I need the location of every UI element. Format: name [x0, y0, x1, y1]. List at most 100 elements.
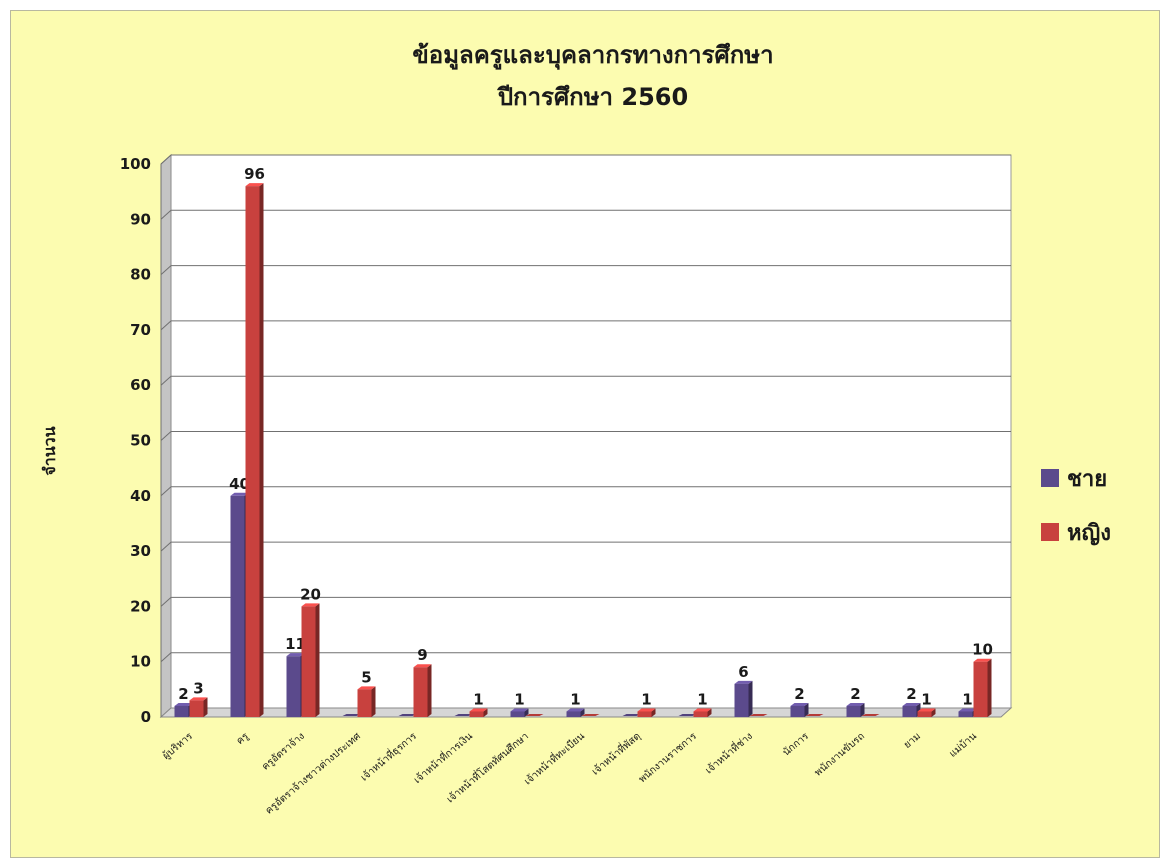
- bar-front: [413, 667, 428, 717]
- bar-front: [301, 606, 316, 717]
- bar-female: [805, 714, 824, 716]
- bar-zero: [454, 714, 473, 716]
- data-label: 1: [921, 690, 931, 708]
- gridline-depth: [160, 375, 172, 386]
- bar-top: [958, 708, 977, 712]
- gridline-depth: [160, 320, 172, 331]
- bar-top: [469, 708, 488, 712]
- bar-female: [469, 708, 488, 717]
- x-tick-label: ครู: [235, 730, 252, 747]
- bar-zero: [398, 714, 417, 716]
- y-axis-label: จำนวน: [40, 426, 59, 475]
- bar-side: [524, 708, 529, 717]
- bar-front: [510, 711, 525, 717]
- bar-male: [622, 714, 641, 716]
- bar-zero: [342, 714, 361, 716]
- bar-top: [230, 492, 249, 496]
- data-label: 6: [738, 663, 748, 681]
- y-tick-label: 0: [141, 708, 151, 726]
- bar-side: [651, 708, 656, 717]
- bar-side: [707, 708, 712, 717]
- bar-front: [790, 705, 805, 717]
- bar-female: [973, 658, 992, 717]
- chart-title: ข้อมูลครูและบุคลากรทางการศึกษา: [412, 41, 773, 71]
- x-tick-label: ครูอัตราจ้างชาวต่างประเทศ: [263, 730, 363, 817]
- bar-zero: [525, 714, 544, 716]
- bar-male: [846, 702, 865, 717]
- bar-side: [259, 183, 264, 717]
- x-tick-label: เจ้าหน้าที่พัสดุ: [588, 729, 643, 778]
- x-tick-label: ครูอัตราจ้าง: [259, 730, 307, 773]
- bar-top: [917, 708, 936, 712]
- bar-top: [846, 702, 865, 706]
- legend-swatch: [1041, 523, 1059, 541]
- bar-zero: [749, 714, 768, 716]
- bar-top: [286, 653, 305, 657]
- bar-side: [804, 702, 809, 717]
- data-label: 2: [850, 685, 860, 703]
- bar-zero: [581, 714, 600, 716]
- data-label: 1: [641, 690, 651, 708]
- bar-female: [637, 708, 656, 717]
- bar-top: [357, 686, 376, 690]
- y-tick-label: 30: [130, 542, 151, 560]
- bar-female: [581, 714, 600, 716]
- bar-female: [245, 183, 264, 717]
- bar-front: [846, 705, 861, 717]
- bar-front: [973, 661, 988, 717]
- bar-male: [510, 708, 529, 717]
- y-tick-label: 80: [130, 266, 151, 284]
- bar-top: [637, 708, 656, 712]
- data-label: 11: [285, 635, 306, 653]
- bar-side: [315, 603, 320, 717]
- bar-female: [189, 697, 208, 717]
- bar-front: [917, 711, 932, 717]
- data-label: 1: [514, 690, 524, 708]
- bar-female: [301, 603, 320, 717]
- bar-male: [342, 714, 361, 716]
- bar-zero: [678, 714, 697, 716]
- bar-top: [245, 183, 264, 187]
- bar-side: [427, 664, 432, 717]
- bar-side: [987, 658, 992, 717]
- data-label: 2: [906, 685, 916, 703]
- bar-male: [566, 708, 585, 717]
- bar-zero: [861, 714, 880, 716]
- bar-front: [286, 656, 301, 717]
- y-tick-label: 40: [130, 487, 151, 505]
- x-tick-label: พนักงานขับรถ: [813, 731, 867, 779]
- bar-front: [357, 689, 372, 717]
- bar-top: [566, 708, 585, 712]
- chart-subtitle: ปีการศึกษา 2560: [497, 83, 688, 111]
- bar-top: [693, 708, 712, 712]
- bar-side: [860, 702, 865, 717]
- bar-side: [483, 708, 488, 717]
- data-label: 20: [300, 585, 321, 603]
- bar-male: [678, 714, 697, 716]
- x-tick-label: เจ้าหน้าที่ธุรการ: [357, 728, 419, 784]
- data-label: 1: [473, 690, 483, 708]
- bar-female: [525, 714, 544, 716]
- bar-side: [580, 708, 585, 717]
- bar-front: [637, 711, 652, 717]
- x-tick-label: พนักงานราชการ: [637, 730, 699, 785]
- y-tick-label: 10: [130, 653, 151, 671]
- bar-top: [301, 603, 320, 607]
- gridline-depth: [160, 265, 172, 275]
- bar-side: [371, 686, 376, 717]
- y-tick-label: 90: [130, 210, 151, 228]
- x-tick-label: ยาม: [902, 731, 923, 751]
- data-label: 96: [244, 165, 265, 183]
- bar-female: [861, 714, 880, 716]
- legend-swatch: [1041, 469, 1059, 487]
- y-tick-label: 100: [120, 155, 151, 173]
- gridline-depth: [160, 541, 172, 552]
- x-tick-label: เจ้าหน้าที่การเงิน: [410, 728, 475, 786]
- data-label: 1: [570, 690, 580, 708]
- data-label: 5: [361, 668, 371, 686]
- bar-top: [902, 702, 921, 706]
- data-label: 1: [697, 690, 707, 708]
- legend-label: หญิง: [1067, 521, 1111, 546]
